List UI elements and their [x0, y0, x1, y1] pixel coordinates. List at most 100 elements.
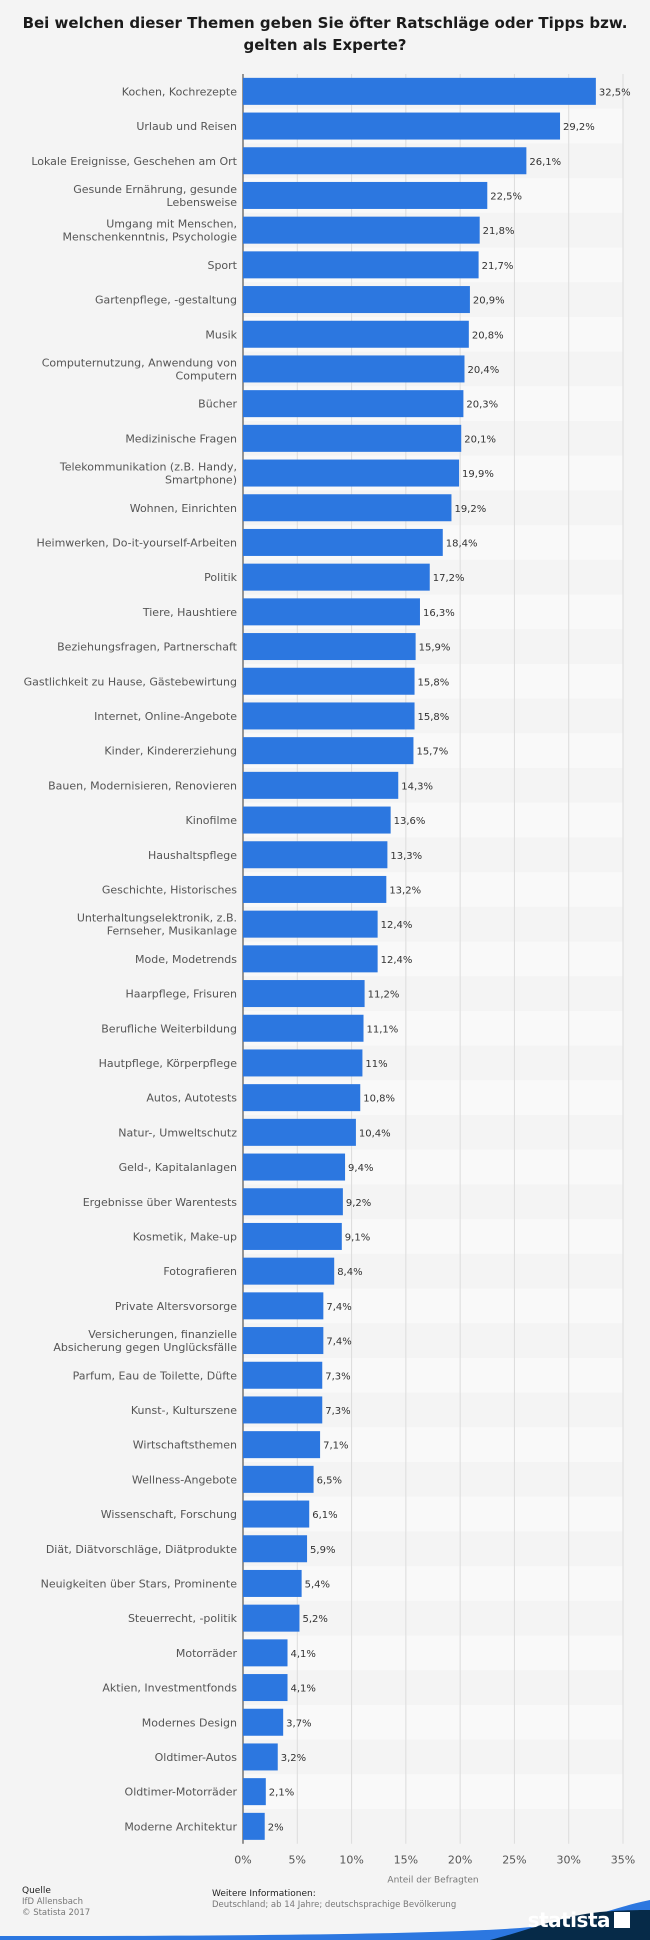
bar[interactable]	[243, 1569, 302, 1597]
bar-chart: 0% 5% 10% 15% 20% 25% 30% 35% Kochen, Kochrezept…	[24, 74, 635, 1886]
value-label: 12,4%	[381, 920, 413, 931]
bar[interactable]	[243, 251, 479, 279]
x-tick-label: 20%	[448, 1854, 472, 1867]
value-label: 3,2%	[281, 1753, 306, 1764]
bar[interactable]	[243, 841, 388, 869]
value-label: 21,7%	[482, 261, 514, 272]
category-label: Mode, Modetrends	[135, 953, 237, 966]
x-axis-title: Anteil der Befragten	[387, 1876, 478, 1886]
bar[interactable]	[243, 1639, 288, 1667]
category-label: Wellness-Angebote	[132, 1473, 237, 1486]
category-label: Moderne Architektur	[124, 1820, 237, 1833]
bar[interactable]	[243, 633, 416, 661]
category-label: Hautpflege, Körperpflege	[99, 1057, 238, 1070]
info-text: Deutschland; ab 14 Jahre; deutschsprachi…	[212, 1900, 457, 1910]
bar[interactable]	[243, 1292, 324, 1320]
bar[interactable]	[243, 1257, 335, 1285]
category-label: Haarpflege, Frisuren	[125, 988, 237, 1001]
bar[interactable]	[243, 806, 391, 834]
bar[interactable]	[243, 494, 452, 522]
bar[interactable]	[243, 1465, 314, 1493]
bar[interactable]	[243, 667, 415, 695]
bar[interactable]	[243, 286, 470, 314]
bar[interactable]	[243, 737, 414, 765]
bar[interactable]	[243, 1153, 346, 1181]
bar[interactable]	[243, 980, 365, 1008]
category-label: Wirtschaftsthemen	[133, 1439, 237, 1452]
category-label: Neuigkeiten über Stars, Prominente	[41, 1577, 238, 1590]
bar[interactable]	[243, 875, 387, 903]
bar[interactable]	[243, 216, 480, 244]
bar[interactable]	[243, 1014, 364, 1042]
category-label: Politik	[204, 571, 237, 584]
bar[interactable]	[243, 112, 561, 140]
category-label: Parfum, Eau de Toilette, Düfte	[73, 1369, 238, 1382]
bar[interactable]	[243, 1327, 324, 1355]
bar[interactable]	[243, 1118, 356, 1146]
category-label: Gartenpflege, -gestaltung	[95, 294, 237, 307]
category-label: Fotografieren	[163, 1265, 237, 1278]
bar[interactable]	[243, 1222, 342, 1250]
value-label: 15,9%	[419, 643, 451, 654]
bar[interactable]	[243, 390, 464, 418]
value-label: 6,1%	[312, 1510, 337, 1521]
value-label: 2%	[268, 1822, 284, 1833]
bar[interactable]	[243, 147, 527, 175]
value-label: 26,1%	[529, 157, 561, 168]
x-tick-label: 30%	[556, 1854, 580, 1867]
category-label: Bauen, Modernisieren, Renovieren	[48, 779, 237, 792]
statista-logo[interactable]: statista	[527, 1908, 611, 1932]
value-label: 9,2%	[346, 1198, 371, 1209]
bar[interactable]	[243, 1500, 310, 1528]
value-label: 29,2%	[563, 122, 595, 133]
bar[interactable]	[243, 1708, 284, 1736]
bar[interactable]	[243, 424, 462, 452]
bar[interactable]	[243, 910, 378, 938]
bar[interactable]	[243, 1431, 321, 1459]
bar[interactable]	[243, 77, 596, 105]
value-label: 20,3%	[466, 400, 498, 411]
bar[interactable]	[243, 598, 420, 626]
category-label: Heimwerken, Do-it-yourself-Arbeiten	[36, 536, 237, 549]
bar[interactable]	[243, 459, 460, 487]
brand-wave	[0, 1900, 650, 1940]
value-label: 20,8%	[472, 330, 504, 341]
bar[interactable]	[243, 1812, 265, 1840]
bar[interactable]	[243, 702, 415, 730]
value-label: 3,7%	[286, 1718, 311, 1729]
category-label: Computernutzung, Anwendung von	[42, 356, 237, 369]
value-label: 22,5%	[490, 191, 522, 202]
value-label: 15,8%	[418, 677, 450, 688]
category-label: Urlaub und Reisen	[136, 120, 237, 133]
bar[interactable]	[243, 1743, 278, 1771]
bar[interactable]	[243, 945, 378, 973]
x-tick-label: 10%	[339, 1854, 363, 1867]
bar[interactable]	[243, 771, 399, 799]
category-label: Kinofilme	[186, 814, 238, 827]
bar[interactable]	[243, 1674, 288, 1702]
bar[interactable]	[243, 1188, 343, 1216]
bar[interactable]	[243, 181, 488, 209]
value-label: 7,3%	[325, 1371, 350, 1382]
bar[interactable]	[243, 1361, 323, 1389]
category-label: Wohnen, Einrichten	[130, 502, 237, 515]
bar[interactable]	[243, 355, 465, 383]
value-label: 11,2%	[368, 990, 400, 1001]
value-label: 15,7%	[416, 747, 448, 758]
bar[interactable]	[243, 1778, 266, 1806]
bar[interactable]	[243, 1535, 308, 1563]
bar[interactable]	[243, 528, 443, 556]
category-label: Gesunde Ernährung, gesunde	[73, 183, 237, 196]
category-label: Steuerrecht, -politik	[128, 1612, 238, 1625]
category-label: Geld-, Kapitalanlagen	[119, 1161, 237, 1174]
value-label: 20,1%	[464, 434, 496, 445]
row-stripe	[243, 1635, 623, 1671]
value-label: 10,4%	[359, 1128, 391, 1139]
bar[interactable]	[243, 1084, 361, 1112]
bar[interactable]	[243, 320, 469, 348]
bar[interactable]	[243, 563, 430, 591]
bar[interactable]	[243, 1049, 363, 1077]
bar[interactable]	[243, 1396, 323, 1424]
category-label: Unterhaltungselektronik, z.B.	[77, 912, 237, 925]
bar[interactable]	[243, 1604, 300, 1632]
